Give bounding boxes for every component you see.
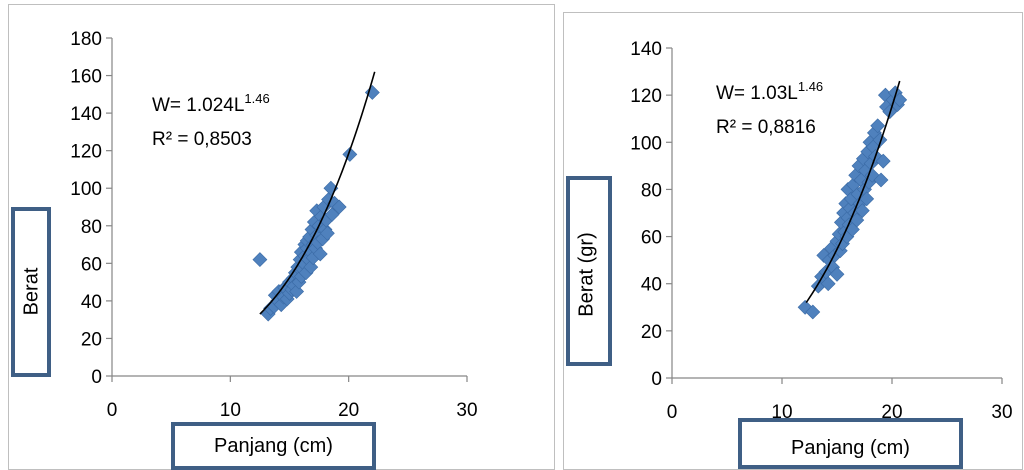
y-axis-label-left: Berat [20,267,43,316]
y-axis-label-box-right [566,176,612,366]
y-axis-label-right: Berat (gr) [575,232,598,317]
y-tick-label: 40 [641,275,662,296]
y-tick-label: 140 [70,104,102,125]
x-tick-label: 30 [991,402,1012,423]
y-tick-label: 20 [81,329,102,350]
data-point [859,191,875,207]
data-point [864,167,880,183]
data-point [312,246,328,262]
x-axis-label-left: Panjang (cm) [214,435,333,457]
y-tick-label: 0 [651,369,662,390]
y-tick-label: 180 [70,29,102,50]
data-point [873,172,889,188]
y-tick-label: 80 [641,180,662,201]
equation-label: W= 1.03L1.46 [716,79,823,104]
x-tick-label: 10 [771,402,792,423]
data-point [805,304,821,320]
x-axis-label-box-right [738,418,963,469]
data-point [797,299,813,315]
y-tick-label: 40 [81,292,102,313]
trendline [805,80,901,304]
y-tick-label: 20 [641,322,662,343]
y-axis-label-box-left [11,207,51,377]
data-point [870,118,886,134]
data-point [816,248,832,263]
data-point [364,85,380,100]
equation-label: W= 1.024L1.46 [152,91,270,116]
r-squared-label: R² = 0,8503 [152,129,252,150]
y-tick-label: 0 [91,367,102,388]
y-tick-label: 60 [641,228,662,249]
data-point [252,252,268,268]
data-point [820,276,836,292]
r-squared-label: R² = 0,8816 [716,117,816,138]
data-point [829,266,845,282]
y-tick-label: 120 [70,142,102,163]
chart-panel-right: 0 20 40 60 80 100 120 140 0 10 20 30 W= 1.03L1.46 R² … [563,12,1023,470]
data-point [875,153,891,169]
y-tick-label: 100 [630,133,662,154]
x-tick-label: 20 [338,400,359,421]
trendline [259,71,376,315]
y-tick-label: 160 [70,67,102,88]
chart-panel-left: 0 20 40 60 80 100 120 140 160 180 0 10 20 30 W= 1.024L… [8,4,555,470]
x-tick-label: 10 [220,400,241,421]
x-tick-label: 0 [107,400,118,421]
y-tick-label: 140 [630,39,662,60]
scatter-chart-left: 0 20 40 60 80 100 120 140 160 180 0 10 20 30 W= 1.024L… [70,29,477,421]
y-tick-label: 80 [81,217,102,238]
data-point [331,199,347,215]
y-tick-label: 60 [81,254,102,275]
data-point [872,132,888,148]
y-tick-label: 100 [70,179,102,200]
x-tick-label: 30 [456,400,477,421]
x-tick-label: 20 [881,402,902,423]
x-axis-label-right: Panjang (cm) [791,437,910,459]
data-point [854,203,870,219]
data-point [319,225,335,241]
scatter-chart-right: 0 20 40 60 80 100 120 140 0 10 20 30 W= 1.03L1.46 R² … [630,39,1012,423]
y-tick-label: 120 [630,86,662,107]
data-point [324,207,340,222]
x-tick-label: 0 [667,402,678,423]
